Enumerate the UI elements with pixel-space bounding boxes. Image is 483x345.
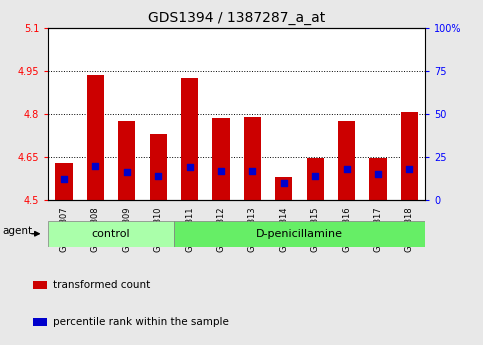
Bar <box>307 158 324 200</box>
Bar <box>56 163 72 200</box>
Bar <box>401 112 418 200</box>
Point <box>374 171 382 177</box>
Bar <box>338 121 355 200</box>
Bar <box>275 177 292 200</box>
Bar <box>48 221 174 247</box>
Bar <box>87 75 104 200</box>
Point <box>312 173 319 179</box>
Point <box>343 166 351 172</box>
Bar <box>33 281 47 289</box>
Bar <box>369 158 386 200</box>
Bar <box>244 117 261 200</box>
Text: agent: agent <box>2 226 32 236</box>
Point <box>186 165 194 170</box>
Point <box>92 163 99 168</box>
Bar <box>118 121 135 200</box>
Bar <box>150 134 167 200</box>
Bar <box>181 78 198 200</box>
Bar <box>174 221 425 247</box>
Text: transformed count: transformed count <box>53 280 151 290</box>
Text: percentile rank within the sample: percentile rank within the sample <box>53 317 229 327</box>
Point <box>406 166 413 172</box>
Point <box>217 168 225 174</box>
Point <box>280 180 288 186</box>
Text: D-penicillamine: D-penicillamine <box>256 229 343 239</box>
Point <box>60 177 68 182</box>
Text: control: control <box>92 229 130 239</box>
Point <box>123 170 130 175</box>
Point <box>155 173 162 179</box>
Title: GDS1394 / 1387287_a_at: GDS1394 / 1387287_a_at <box>148 11 325 25</box>
Bar <box>213 118 229 200</box>
Bar <box>33 318 47 326</box>
Point <box>249 168 256 174</box>
